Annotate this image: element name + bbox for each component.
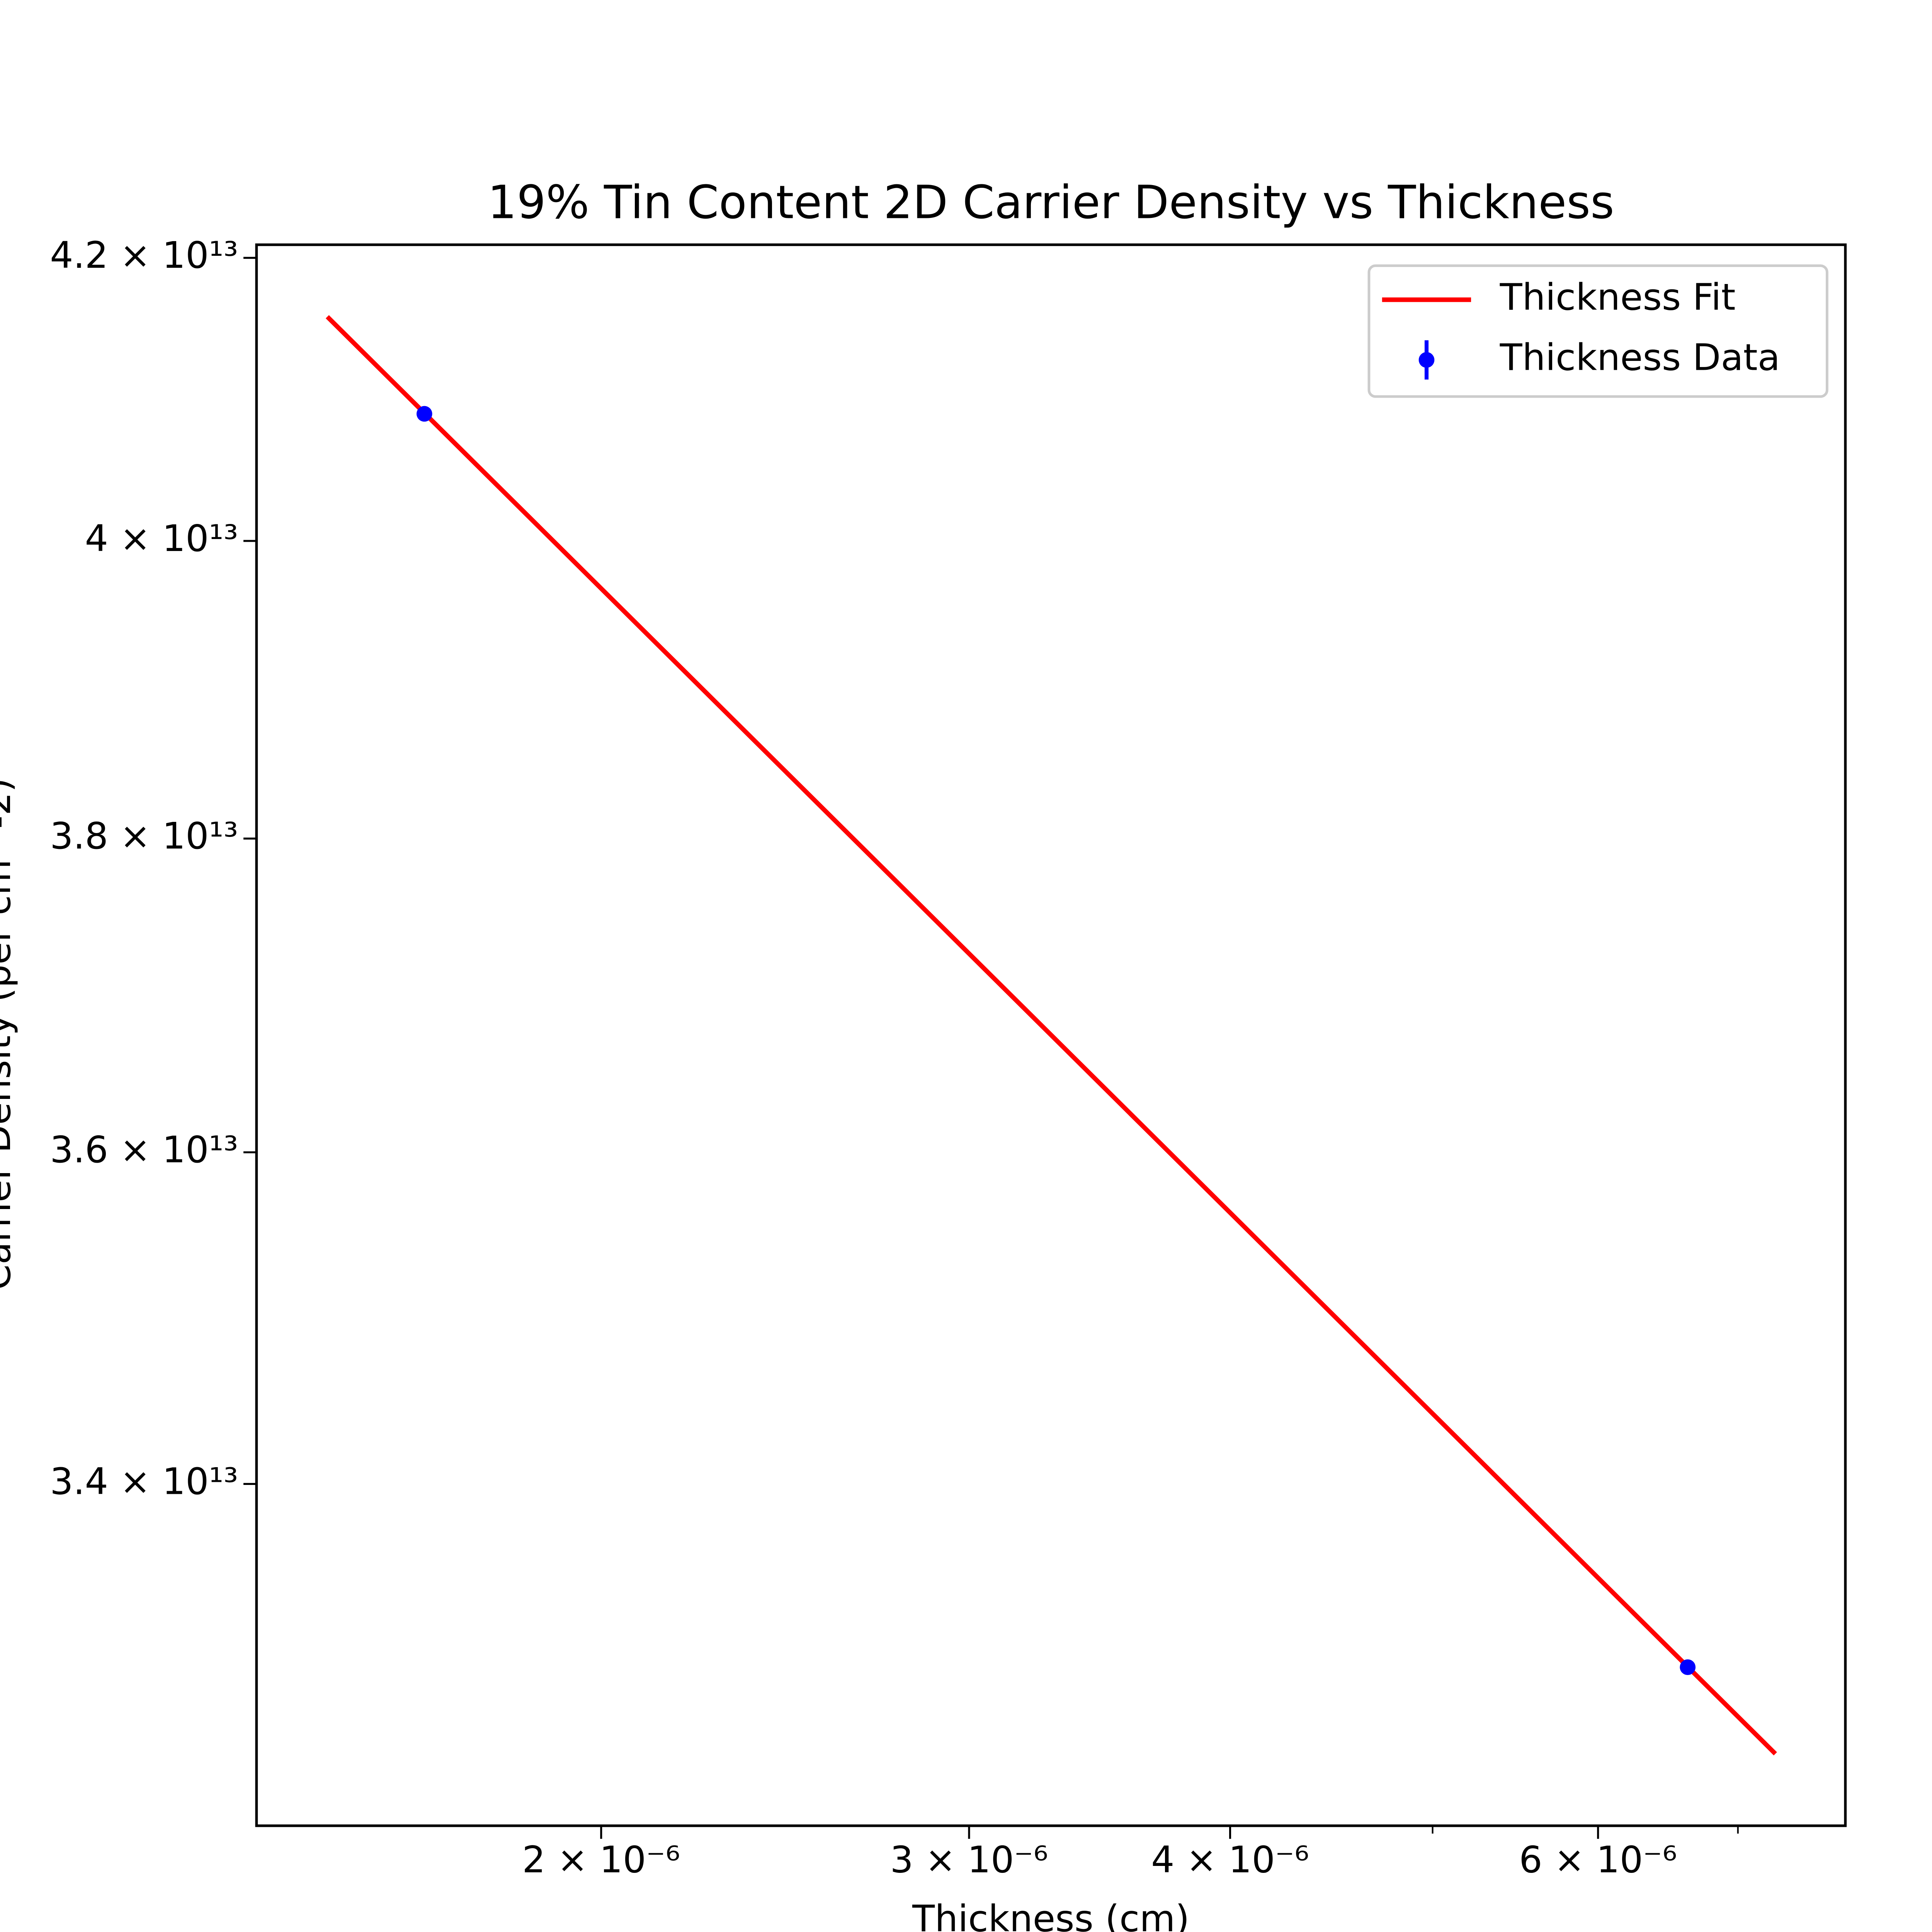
legend-label: Thickness Data [1500, 336, 1780, 379]
x-tick-label: 3 × 10⁻⁶ [890, 1839, 1048, 1881]
plot-frame [255, 243, 1847, 1827]
data-point [1680, 1659, 1696, 1675]
x-tick-label: 4 × 10⁻⁶ [1151, 1839, 1309, 1881]
x-axis-label: Thickness (cm) [912, 1898, 1189, 1932]
legend-box [1367, 264, 1828, 398]
chart-title: 19% Tin Content 2D Carrier Density vs Th… [488, 175, 1614, 229]
fit-line [325, 315, 1777, 1755]
y-tick-label: 4.2 × 10¹³ [50, 234, 238, 277]
data-point [416, 406, 432, 422]
x-tick-label: 6 × 10⁻⁶ [1519, 1839, 1677, 1881]
y-axis-label: Carrier Density (per cm^-2) [0, 778, 19, 1290]
y-tick-label: 3.4 × 10¹³ [50, 1460, 238, 1503]
y-tick-label: 3.8 × 10¹³ [50, 815, 238, 857]
y-tick-label: 3.6 × 10¹³ [50, 1129, 238, 1171]
legend-swatch [1418, 352, 1435, 368]
x-tick-label: 2 × 10⁻⁶ [522, 1839, 680, 1881]
y-tick-label: 4 × 10¹³ [85, 517, 238, 560]
legend-label: Thickness Fit [1500, 276, 1736, 319]
